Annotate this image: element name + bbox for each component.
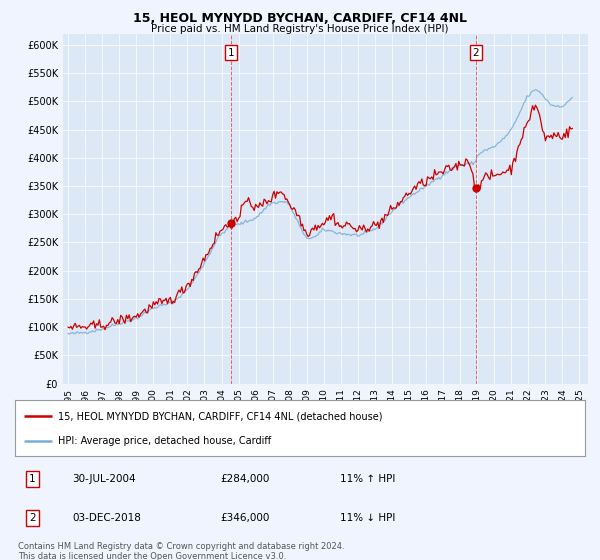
Text: Contains HM Land Registry data © Crown copyright and database right 2024.
This d: Contains HM Land Registry data © Crown c… [18, 542, 344, 560]
Text: Price paid vs. HM Land Registry's House Price Index (HPI): Price paid vs. HM Land Registry's House … [151, 24, 449, 34]
Text: 15, HEOL MYNYDD BYCHAN, CARDIFF, CF14 4NL: 15, HEOL MYNYDD BYCHAN, CARDIFF, CF14 4N… [133, 12, 467, 25]
Text: £284,000: £284,000 [220, 474, 269, 484]
Text: 03-DEC-2018: 03-DEC-2018 [72, 513, 141, 523]
Text: 11% ↑ HPI: 11% ↑ HPI [340, 474, 395, 484]
Text: 2: 2 [473, 48, 479, 58]
Text: 30-JUL-2004: 30-JUL-2004 [72, 474, 136, 484]
Text: 1: 1 [228, 48, 235, 58]
Text: HPI: Average price, detached house, Cardiff: HPI: Average price, detached house, Card… [58, 436, 271, 446]
Text: 15, HEOL MYNYDD BYCHAN, CARDIFF, CF14 4NL (detached house): 15, HEOL MYNYDD BYCHAN, CARDIFF, CF14 4N… [58, 411, 382, 421]
Text: 11% ↓ HPI: 11% ↓ HPI [340, 513, 395, 523]
Text: 2: 2 [29, 513, 35, 523]
Text: £346,000: £346,000 [220, 513, 269, 523]
Text: 1: 1 [29, 474, 35, 484]
